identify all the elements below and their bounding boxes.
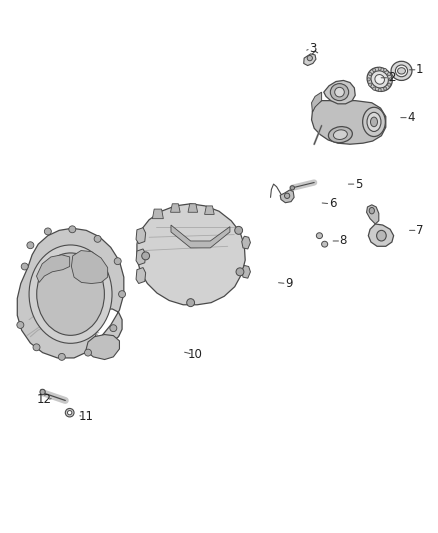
Ellipse shape	[21, 263, 28, 270]
Ellipse shape	[373, 87, 376, 90]
Polygon shape	[71, 251, 108, 284]
Text: 10: 10	[187, 348, 202, 361]
Ellipse shape	[69, 226, 76, 233]
Ellipse shape	[391, 61, 412, 80]
Polygon shape	[242, 236, 251, 249]
Ellipse shape	[65, 408, 74, 417]
Polygon shape	[136, 249, 146, 265]
Polygon shape	[137, 204, 245, 305]
Text: 2: 2	[388, 71, 395, 84]
Ellipse shape	[388, 83, 391, 86]
Ellipse shape	[398, 68, 406, 74]
Ellipse shape	[378, 88, 381, 92]
Ellipse shape	[328, 127, 352, 143]
Ellipse shape	[142, 252, 150, 260]
Ellipse shape	[371, 71, 389, 88]
Ellipse shape	[37, 253, 104, 335]
Ellipse shape	[40, 389, 45, 394]
Ellipse shape	[285, 193, 290, 198]
Ellipse shape	[369, 72, 372, 76]
Text: 1: 1	[416, 63, 424, 76]
Polygon shape	[280, 190, 294, 203]
Text: 12: 12	[37, 393, 52, 406]
Ellipse shape	[235, 227, 243, 235]
Ellipse shape	[388, 72, 391, 76]
Ellipse shape	[85, 349, 92, 356]
Polygon shape	[311, 92, 321, 112]
Polygon shape	[304, 54, 316, 66]
Ellipse shape	[33, 344, 40, 351]
Ellipse shape	[333, 130, 347, 140]
Ellipse shape	[187, 298, 194, 306]
Polygon shape	[136, 268, 146, 284]
Ellipse shape	[369, 83, 372, 86]
Ellipse shape	[384, 69, 387, 72]
Ellipse shape	[17, 321, 24, 328]
Polygon shape	[311, 101, 386, 144]
Ellipse shape	[389, 78, 392, 81]
Ellipse shape	[396, 65, 408, 77]
Ellipse shape	[236, 268, 244, 276]
Ellipse shape	[384, 87, 387, 90]
Ellipse shape	[378, 67, 381, 70]
Ellipse shape	[369, 207, 374, 214]
Polygon shape	[152, 209, 163, 219]
Text: 11: 11	[78, 410, 93, 423]
Polygon shape	[17, 228, 124, 358]
Ellipse shape	[375, 75, 385, 84]
Polygon shape	[205, 206, 214, 214]
Ellipse shape	[290, 185, 294, 190]
Ellipse shape	[119, 290, 126, 297]
Text: 8: 8	[340, 235, 347, 247]
Text: 4: 4	[407, 111, 415, 124]
Text: 5: 5	[355, 177, 362, 191]
Ellipse shape	[114, 258, 121, 265]
Text: 7: 7	[416, 224, 424, 237]
Text: 3: 3	[309, 42, 317, 55]
Ellipse shape	[363, 107, 385, 136]
Ellipse shape	[94, 236, 101, 243]
Ellipse shape	[373, 69, 376, 72]
Ellipse shape	[58, 353, 65, 360]
Polygon shape	[86, 335, 120, 360]
Text: 9: 9	[285, 277, 293, 290]
Polygon shape	[36, 255, 70, 282]
Ellipse shape	[29, 245, 112, 343]
Polygon shape	[136, 228, 146, 244]
Ellipse shape	[321, 241, 328, 247]
Ellipse shape	[110, 325, 117, 332]
Ellipse shape	[367, 112, 381, 132]
Polygon shape	[170, 204, 180, 212]
Polygon shape	[242, 265, 251, 278]
Ellipse shape	[335, 87, 344, 97]
Text: 6: 6	[329, 197, 336, 211]
Polygon shape	[324, 80, 355, 104]
Ellipse shape	[371, 117, 378, 127]
Polygon shape	[367, 205, 379, 224]
Ellipse shape	[67, 410, 72, 415]
Ellipse shape	[367, 67, 392, 92]
Ellipse shape	[307, 55, 312, 61]
Ellipse shape	[367, 78, 370, 81]
Ellipse shape	[377, 230, 386, 241]
Ellipse shape	[27, 242, 34, 249]
Ellipse shape	[44, 228, 51, 235]
Ellipse shape	[330, 84, 349, 101]
Polygon shape	[368, 224, 394, 246]
Polygon shape	[171, 225, 230, 248]
Ellipse shape	[316, 233, 322, 239]
Polygon shape	[188, 204, 198, 212]
